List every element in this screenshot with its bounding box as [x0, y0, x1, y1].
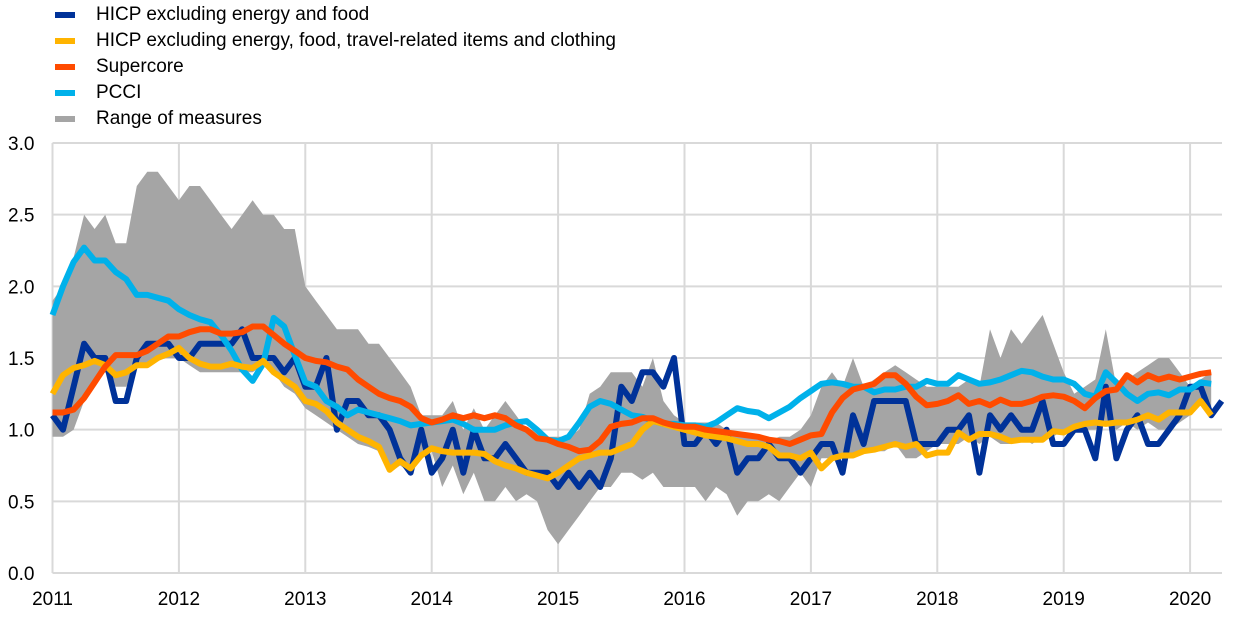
legend-label: Range of measures	[96, 108, 262, 129]
series-line-supercore	[52, 323, 1212, 455]
x-tick-label: 2012	[158, 589, 200, 610]
legend-label: HICP excluding energy and food	[96, 4, 370, 25]
legend-swatch	[55, 90, 75, 96]
x-tick-label: 2015	[537, 589, 579, 610]
legend-item: HICP excluding energy and food	[55, 2, 616, 28]
legend-swatch	[55, 64, 75, 70]
legend-label: Supercore	[96, 56, 184, 77]
series-line-pcci	[49, 244, 1212, 445]
y-tick-label: 1.0	[8, 421, 34, 442]
y-tick-label: 1.5	[8, 349, 34, 370]
legend-swatch	[55, 12, 75, 18]
legend-item: Supercore	[55, 54, 616, 80]
legend-label: HICP excluding energy, food, travel-rela…	[96, 30, 616, 51]
x-tick-label: 2016	[663, 589, 705, 610]
series-line-hicp-excluding-energy-and-food	[50, 326, 1225, 490]
series-lines	[49, 244, 1225, 490]
y-tick-label: 3.0	[8, 134, 34, 155]
x-tick-label: 2014	[411, 589, 454, 610]
legend-label: PCCI	[96, 82, 142, 103]
series-line-hicp-excluding-energy-food-travel-related-items-and-clothing	[49, 345, 1214, 482]
y-tick-label: 2.0	[8, 277, 34, 298]
y-tick-label: 0.0	[8, 564, 34, 585]
legend-item: HICP excluding energy, food, travel-rela…	[55, 28, 616, 54]
legend-swatch	[55, 38, 75, 44]
legend: HICP excluding energy and food HICP exclu…	[55, 2, 616, 132]
x-tick-label: 2013	[284, 589, 326, 610]
legend-item: PCCI	[55, 80, 616, 106]
x-axis-ticks: 2011 2012 2013 2014 2015 2016 2017 2018 2019 2020	[32, 589, 1211, 610]
y-tick-label: 0.5	[8, 492, 34, 513]
x-tick-label: 2020	[1169, 589, 1211, 610]
legend-item: Range of measures	[55, 106, 616, 132]
y-axis-ticks: 0.0 0.5 1.0 1.5 2.0 2.5 3.0	[8, 134, 34, 585]
x-tick-label: 2018	[916, 589, 958, 610]
x-tick-label: 2019	[1043, 589, 1085, 610]
x-tick-label: 2017	[790, 589, 832, 610]
y-tick-label: 2.5	[8, 206, 34, 227]
x-tick-label: 2011	[32, 589, 73, 610]
legend-swatch	[55, 116, 75, 122]
